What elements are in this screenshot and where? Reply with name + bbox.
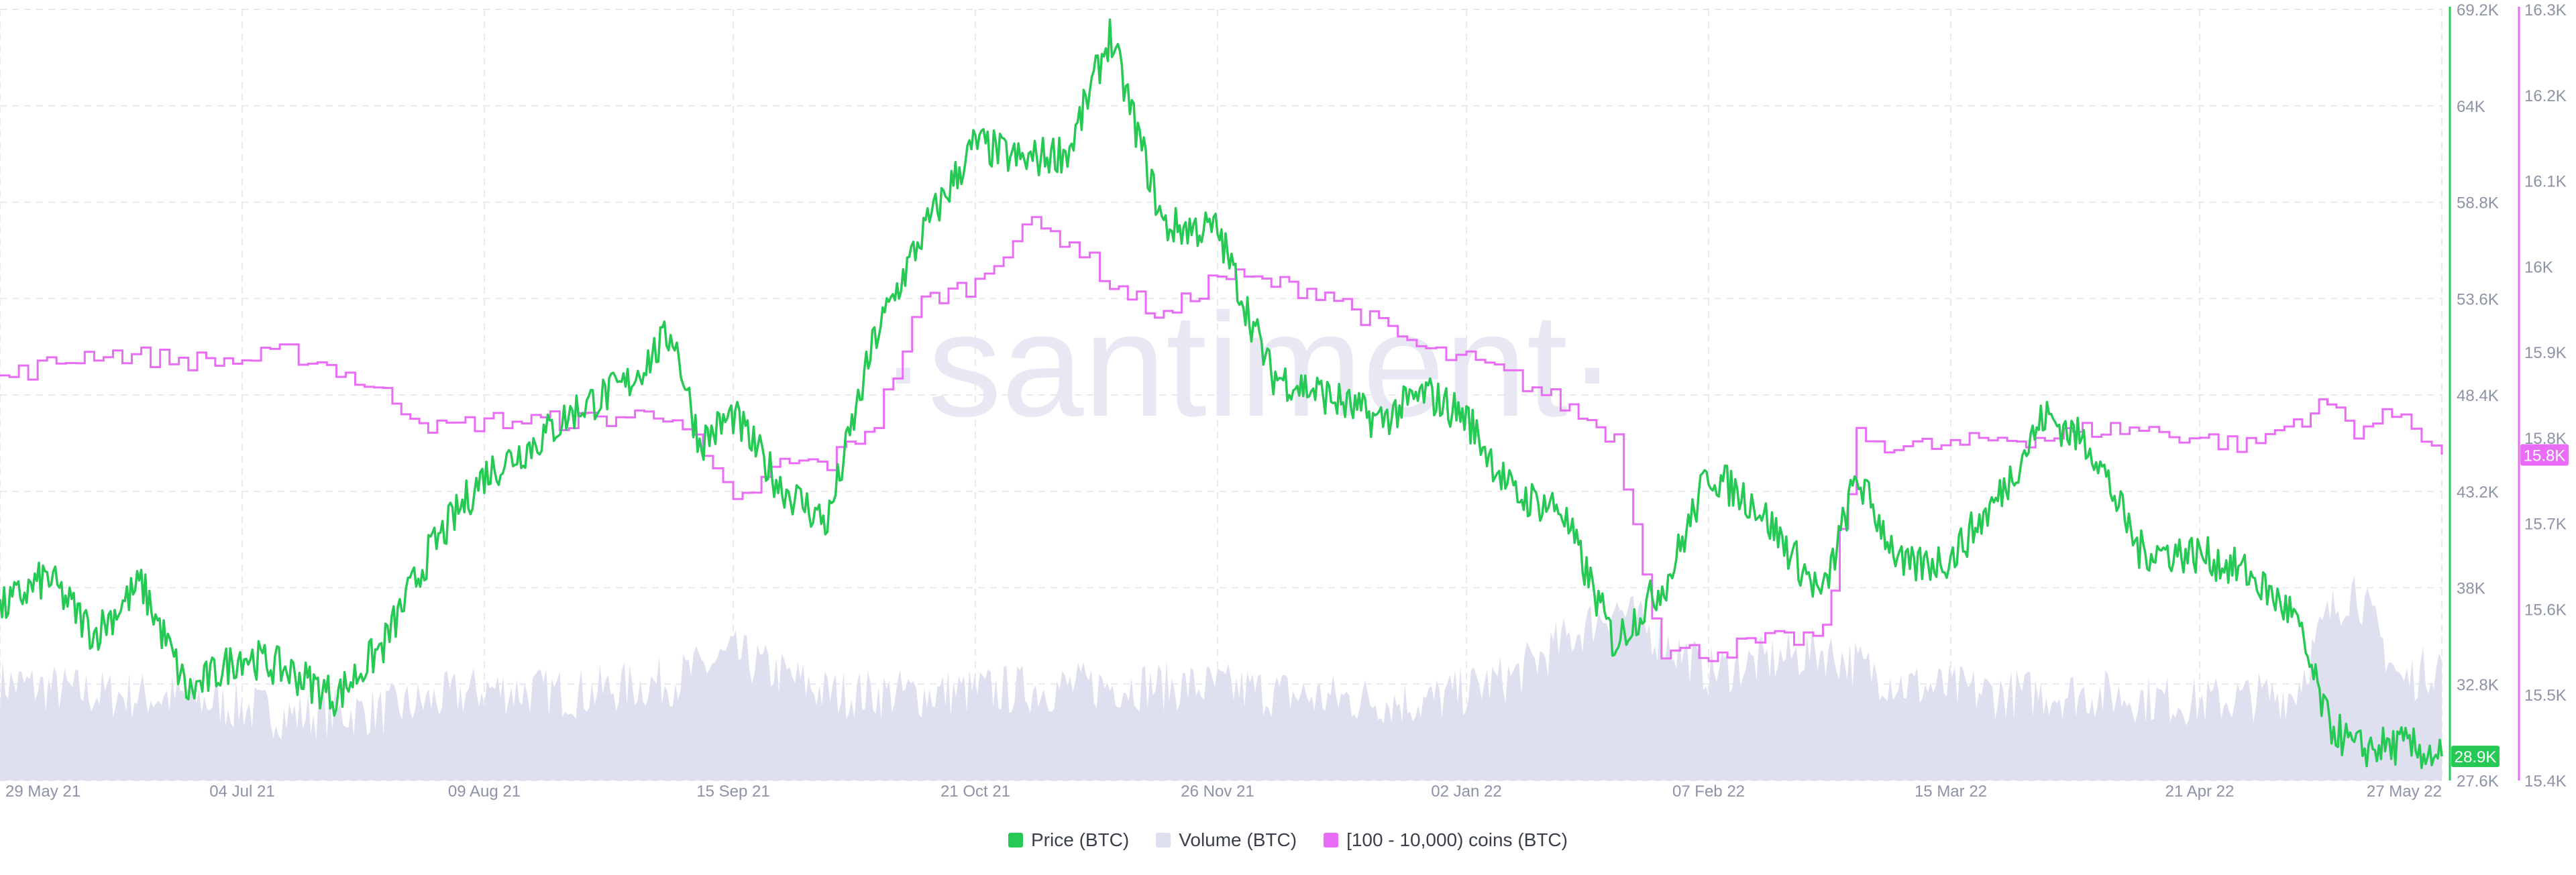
grid-lines xyxy=(0,9,2443,781)
legend-label-volume: Volume (BTC) xyxy=(1179,829,1297,850)
legend-label-price: Price (BTC) xyxy=(1031,829,1130,850)
volume-area xyxy=(0,575,2442,780)
holders-series xyxy=(0,216,2443,662)
legend-swatch-price xyxy=(1008,833,1023,848)
holders-axis-tick-label: 15.7K xyxy=(2524,516,2567,534)
price-axis-tick-label: 58.8K xyxy=(2457,194,2499,213)
price-axis-tick-label: 27.6K xyxy=(2457,772,2499,791)
x-axis-tick-label: 02 Jan 22 xyxy=(1431,782,1501,801)
legend-swatch-holders xyxy=(1324,833,1339,848)
chart-legend: Price (BTC) Volume (BTC) [100 - 10,000) … xyxy=(0,823,2576,857)
price-axis-tick-label: 43.2K xyxy=(2457,483,2499,502)
holders-axis-tick-label: 16.1K xyxy=(2524,173,2567,191)
holders-axis-tick-label: 16K xyxy=(2524,258,2553,276)
price-current-badge xyxy=(2451,746,2500,768)
price-series xyxy=(0,18,2443,770)
x-axis-tick-label: 26 Nov 21 xyxy=(1181,782,1254,801)
price-axis-tick-label: 48.4K xyxy=(2457,387,2499,405)
x-axis-tick-label: 07 Feb 22 xyxy=(1672,782,1745,801)
price-axis-tick-label: 69.2K xyxy=(2457,1,2499,19)
x-axis-tick-label: 15 Sep 21 xyxy=(696,782,769,801)
price-axis-tick-label: 53.6K xyxy=(2457,290,2499,308)
legend-item-price[interactable]: Price (BTC) xyxy=(1008,829,1129,851)
price-axis-tick-label: 38K xyxy=(2457,580,2485,598)
x-axis-tick-label: 29 May 21 xyxy=(5,782,80,801)
price-axis-tick-label: 32.8K xyxy=(2457,676,2499,694)
holders-axis-tick-label: 15.4K xyxy=(2524,772,2567,791)
holders-axis-tick-label: 16.2K xyxy=(2524,87,2567,105)
legend-item-holders[interactable]: [100 - 10,000) coins (BTC) xyxy=(1324,829,1568,851)
volume-series xyxy=(0,575,2442,780)
x-axis-tick-label: 21 Apr 22 xyxy=(2165,782,2235,801)
holders-axis-tick-label: 16.3K xyxy=(2524,1,2567,19)
holders-current-label: 15.8K xyxy=(2524,447,2566,465)
holders-current-badge xyxy=(2520,444,2569,466)
holders-axis-tick-label: 15.5K xyxy=(2524,687,2567,705)
x-axis-tick-label: 15 Mar 22 xyxy=(1915,782,1987,801)
price-line xyxy=(0,18,2443,770)
x-axis-tick-label: 21 Oct 21 xyxy=(941,782,1010,801)
price-axis-tick-label: 64K xyxy=(2457,98,2485,116)
x-axis-tick-label: 09 Aug 21 xyxy=(448,782,521,801)
axes: 27.6K 32.8K 38K 43.2K 48.4K 53.6K 58.8K 64K 69.2… xyxy=(5,1,2569,801)
legend-swatch-volume xyxy=(1156,833,1171,848)
x-axis-tick-label: 04 Jul 21 xyxy=(209,782,274,801)
holders-axis-tick-label: 15.9K xyxy=(2524,344,2567,362)
legend-item-volume[interactable]: Volume (BTC) xyxy=(1156,829,1297,851)
legend-label-holders: [100 - 10,000) coins (BTC) xyxy=(1346,829,1568,850)
price-current-label: 28.9K xyxy=(2455,748,2497,766)
holders-axis-tick-label: 15.6K xyxy=(2524,601,2567,619)
x-axis-tick-label: 27 May 22 xyxy=(2367,782,2442,801)
holders-line xyxy=(0,216,2443,662)
